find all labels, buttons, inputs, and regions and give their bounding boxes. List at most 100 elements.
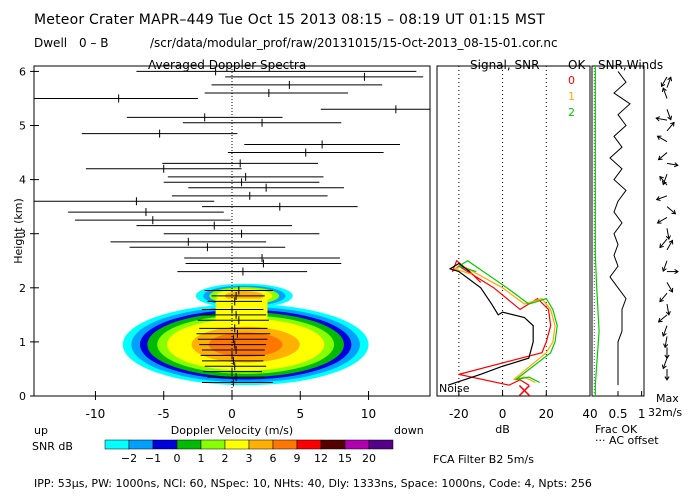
colorbar-swatch	[248, 439, 274, 450]
winds-max-value: 32m/s	[648, 406, 682, 419]
wind-arrow-shaft	[666, 282, 673, 293]
direction-up-label: up	[34, 424, 48, 437]
wind-arrow-shaft	[666, 303, 670, 315]
wind-arrow-shaft	[657, 135, 668, 143]
x-axis-label: Doppler Velocity (m/s)	[171, 424, 293, 437]
wind-arrow-head	[659, 243, 664, 249]
colorbar-tick-label: 3	[246, 452, 253, 465]
ok-x-tick-label: 0.5	[608, 407, 627, 421]
signal-legend-1: 1	[568, 90, 575, 103]
x-tick-label: 5	[296, 407, 304, 421]
wind-arrow-head	[673, 162, 679, 168]
signal-series-signal	[447, 262, 534, 386]
wind-arrow-shaft	[662, 325, 668, 337]
signal-series-2	[457, 260, 558, 384]
wind-arrow-head	[655, 196, 661, 201]
signal-x-tick-label: -20	[449, 407, 469, 421]
snr-series-line	[609, 71, 631, 386]
colorbar-label: SNR dB	[32, 440, 73, 453]
wind-arrow-head	[668, 239, 674, 245]
ok-series-frac-ok	[594, 66, 600, 396]
y-tick-label: 0	[19, 390, 26, 403]
wind-arrow-head	[657, 317, 663, 323]
colorbar-tick-label: 6	[270, 452, 277, 465]
plot-title: Meteor Crater MAPR–449 Tue Oct 15 2013 0…	[34, 12, 545, 28]
signal-title: Signal, SNR	[470, 58, 540, 72]
wind-arrow-shaft	[657, 217, 668, 224]
wind-arrow-head	[661, 364, 667, 370]
x-tick-label: -5	[158, 407, 170, 421]
colorbar-swatch	[320, 439, 346, 450]
wind-arrow-head	[667, 115, 673, 121]
wind-arrow-shaft	[656, 195, 668, 201]
wind-arrow-head	[665, 310, 671, 316]
colorbar-tick-label: 1	[198, 452, 205, 465]
dwell-value: 0 – B	[79, 36, 109, 50]
wind-arrow-head	[656, 135, 662, 141]
ac-offset-label: ··· AC offset	[595, 434, 659, 447]
wind-arrow-head	[663, 343, 669, 349]
footer-parameters: IPP: 53μs, PW: 1000ns, NCI: 60, NSpec: 1…	[34, 477, 592, 490]
wind-arrow-head	[661, 267, 667, 272]
y-tick-label: 3	[19, 228, 26, 241]
wind-arrow-head	[657, 155, 663, 161]
wind-arrow-shaft	[666, 109, 672, 120]
colorbar-tick-label: 20	[362, 452, 376, 465]
wind-arrow-head	[661, 331, 667, 337]
signal-x-tick-label: 40	[582, 407, 597, 421]
wind-arrow-shaft	[666, 162, 678, 166]
wind-arrow-head	[664, 376, 670, 381]
wind-arrow-head	[659, 175, 664, 181]
file-path: /scr/data/modular_prof/raw/20131015/15-O…	[150, 36, 558, 50]
wind-arrow-shaft	[662, 87, 668, 99]
signal-legend-2: 2	[568, 106, 575, 119]
wind-arrow-shaft	[659, 176, 668, 186]
dwell-label: Dwell	[34, 36, 68, 50]
noise-label: Noise	[439, 382, 470, 395]
y-tick-label: 4	[19, 174, 26, 187]
colorbar-swatch	[344, 439, 370, 450]
y-axis-label: Height (km)	[12, 198, 25, 264]
signal-x-tick-label: 0	[499, 407, 507, 421]
wind-arrow-shaft	[661, 76, 668, 87]
wind-arrow-head	[659, 297, 664, 303]
wind-arrow-shaft	[666, 206, 676, 215]
colorbar-swatch	[128, 439, 154, 450]
colorbar-tick-label: 0	[174, 452, 181, 465]
wind-arrow-shaft	[658, 314, 668, 323]
wind-arrow-head	[656, 219, 662, 224]
wind-arrow-head	[661, 87, 667, 93]
colorbar-tick-label: 15	[338, 452, 352, 465]
wind-arrow-shaft	[659, 292, 668, 302]
y-tick-label: 5	[19, 120, 26, 133]
wind-arrow-shaft	[662, 357, 668, 369]
x-tick-label: 0	[228, 407, 236, 421]
frac-ok-label: Frac OK	[595, 423, 638, 436]
x-tick-label: 10	[361, 407, 376, 421]
colorbar-swatch	[200, 439, 226, 450]
wind-arrow-shaft	[656, 117, 668, 121]
wind-arrow-head	[655, 116, 661, 122]
colorbar-swatch	[104, 439, 130, 450]
x-tick-label: -10	[86, 407, 106, 421]
signal-legend-0: 0	[568, 74, 575, 87]
y-tick-label: 6	[19, 65, 26, 78]
wind-arrow-shaft	[666, 122, 675, 132]
ok-x-tick-label: 1	[638, 407, 646, 421]
winds-title: SNR,Winds	[598, 58, 664, 72]
signal-x-tick-label: 20	[539, 407, 554, 421]
wind-arrow-shaft	[666, 77, 672, 88]
spectra-title: Averaged Doppler Spectra	[148, 58, 307, 72]
winds-max-label: Max	[656, 392, 679, 405]
wind-arrow-shaft	[664, 336, 668, 348]
wind-arrow-shaft	[658, 152, 668, 161]
wind-arrow-head	[671, 209, 677, 215]
wind-arrow-head	[670, 121, 675, 127]
colorbar-swatch	[296, 439, 322, 450]
colorbar-swatch	[224, 439, 250, 450]
fca-filter-label: FCA Filter B2 5m/s	[433, 453, 534, 466]
signal-x-axis-label: dB	[495, 423, 510, 436]
wind-arrow-shaft	[666, 240, 673, 251]
colorbar-tick-label: 2	[222, 452, 229, 465]
